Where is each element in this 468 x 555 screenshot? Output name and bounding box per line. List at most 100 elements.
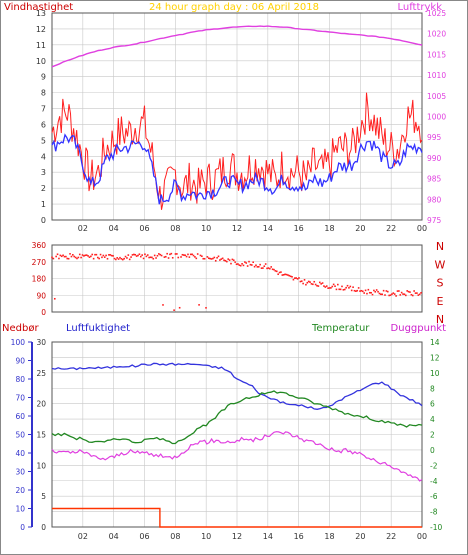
direction-point (305, 283, 307, 286)
direction-points (51, 252, 422, 311)
direction-point (402, 293, 404, 295)
compass-letter: N (436, 240, 444, 253)
wind-y-tick-label: 13 (36, 9, 46, 18)
direction-point (270, 266, 273, 268)
direction-point (280, 271, 282, 273)
climate-x-tick-label: 08 (170, 532, 180, 541)
direction-point (230, 262, 232, 265)
direction-point (407, 290, 410, 293)
direction-point (108, 254, 110, 256)
rain-y-tick-label: 10 (15, 505, 25, 514)
wind-y-tick-label: 8 (41, 89, 46, 98)
humidity-label: Luftfuktighet (66, 323, 130, 334)
direction-point (278, 271, 281, 274)
pressure-axis-label: Lufttrykk (397, 2, 442, 13)
direction-point (324, 286, 327, 288)
climate-grid (51, 341, 423, 528)
direction-point (287, 274, 289, 276)
direction-point (380, 293, 382, 296)
wind-y-tick-label: 6 (41, 120, 46, 129)
direction-point (331, 285, 334, 288)
direction-point (267, 267, 270, 269)
direction-point (158, 253, 160, 255)
direction-point (330, 287, 332, 289)
direction-point (55, 255, 57, 258)
humidity-y-tick-label: 25 (36, 369, 46, 378)
direction-point (134, 253, 137, 256)
direction-point (232, 259, 235, 262)
direction-plot-frame (51, 244, 423, 313)
climate-x-tick-label: 02 (78, 532, 88, 541)
direction-point (409, 291, 411, 293)
direction-point (309, 281, 311, 283)
direction-point (88, 256, 91, 258)
direction-point (51, 256, 53, 259)
wind-y-tick-label: 3 (41, 168, 46, 177)
direction-point (384, 294, 386, 296)
direction-point (131, 254, 134, 256)
direction-point (346, 284, 349, 287)
direction-point (126, 257, 128, 259)
direction-point (370, 291, 372, 294)
temperature-y-tick-label: 6 (430, 400, 435, 409)
wind-plot-frame (51, 12, 423, 221)
wind-average-series (51, 133, 423, 205)
direction-point (323, 285, 325, 287)
direction-point (325, 285, 328, 287)
direction-point (349, 285, 352, 288)
temperature-y-tick-label: 8 (430, 384, 435, 393)
direction-point (251, 264, 253, 266)
climate-x-tick-label: 18 (324, 532, 334, 541)
wind-y-tick-label: 0 (41, 216, 46, 225)
direction-point (145, 255, 148, 258)
direction-point (83, 255, 85, 257)
direction-point (169, 253, 171, 256)
direction-point (185, 255, 188, 258)
wind-x-tick-label: 12 (232, 224, 242, 233)
direction-point (282, 274, 285, 276)
direction-point (395, 295, 397, 297)
temperature-y-tick-label: 0 (430, 446, 435, 455)
humidity-y-tick-label: 15 (36, 431, 46, 440)
direction-point (69, 253, 71, 255)
direction-point (294, 277, 296, 279)
direction-point (184, 254, 186, 257)
direction-point (78, 253, 81, 256)
direction-point (338, 288, 341, 291)
direction-point (332, 283, 335, 286)
temperature-series (51, 390, 423, 445)
direction-point (72, 254, 74, 256)
direction-point (341, 285, 343, 288)
direction-point (223, 259, 225, 262)
direction-point (241, 262, 243, 265)
direction-point (95, 253, 98, 256)
temperature-y-tick-label: 2 (430, 431, 435, 440)
direction-point (321, 282, 324, 284)
direction-point (206, 256, 209, 258)
direction-point (106, 257, 109, 260)
wind-x-tick-label: 08 (170, 224, 180, 233)
rain-y-tick-label: 90 (15, 357, 25, 366)
direction-point (237, 263, 239, 265)
pressure-y-tick-label: 1010 (427, 71, 446, 80)
direction-point (203, 257, 206, 260)
direction-point (109, 254, 112, 256)
direction-point (52, 257, 55, 260)
direction-point (284, 273, 286, 276)
direction-point (300, 280, 303, 282)
direction-point (352, 286, 354, 289)
direction-point (373, 289, 375, 292)
direction-point (360, 289, 363, 292)
climate-x-tick-label: 16 (294, 532, 304, 541)
wind-x-tick-label: 02 (78, 224, 88, 233)
direction-point (411, 294, 414, 297)
direction-y-tick-label: 180 (32, 275, 47, 284)
direction-point (116, 257, 119, 259)
direction-point (314, 283, 317, 286)
direction-point (413, 290, 415, 292)
wind-x-tick-label: 22 (386, 224, 396, 233)
direction-point (414, 292, 417, 294)
wind-y-tick-label: 5 (41, 136, 46, 145)
direction-point (201, 255, 203, 258)
direction-point (295, 277, 297, 279)
